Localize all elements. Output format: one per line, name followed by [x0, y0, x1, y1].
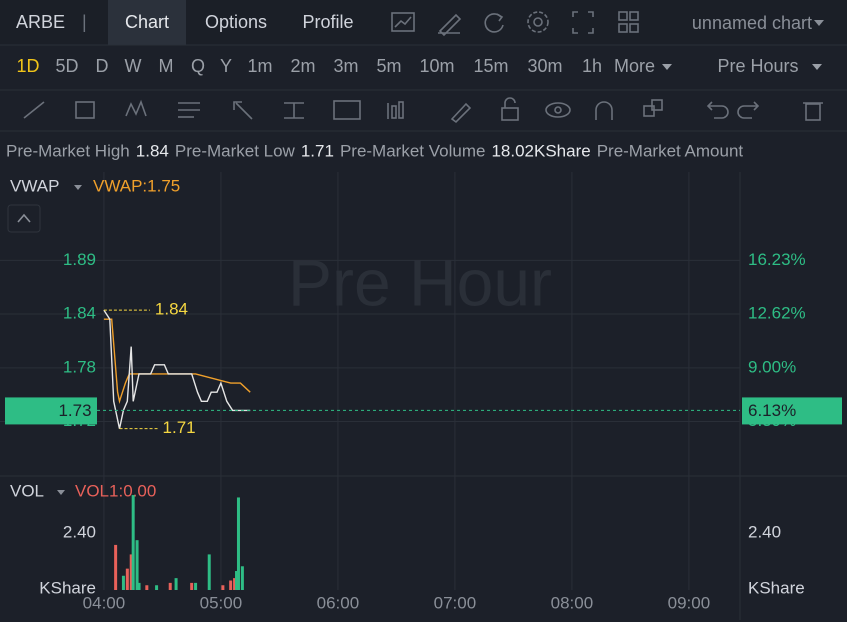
tab[interactable]: Chart	[125, 12, 169, 32]
interval[interactable]: 5D	[55, 56, 78, 76]
dropdown-arrow	[662, 64, 672, 70]
dropdown-arrow	[812, 64, 822, 70]
symbol: ARBE	[16, 12, 65, 32]
volume-bar	[135, 540, 139, 590]
unit-label: KShare	[39, 578, 96, 597]
dropdown-arrow	[57, 490, 65, 495]
volume-bar	[240, 566, 244, 590]
y-tick-label: 1.78	[63, 357, 96, 376]
watermark: Pre Hour	[288, 245, 552, 319]
tab[interactable]: Options	[205, 12, 267, 32]
separator: |	[82, 12, 87, 32]
interval[interactable]: D	[96, 56, 109, 76]
interval[interactable]: Q	[191, 56, 205, 76]
volume-bar	[194, 582, 198, 590]
last-change: 6.13%	[748, 401, 796, 420]
last-price-box	[5, 397, 97, 425]
volume-bar	[114, 544, 118, 590]
volume-bar	[155, 585, 159, 590]
x-tick-label: 06:00	[317, 593, 360, 612]
high-label: 1.84	[155, 300, 188, 319]
interval[interactable]: 1h	[582, 56, 602, 76]
interval[interactable]: Y	[220, 56, 232, 76]
drawing-tools[interactable]	[23, 97, 823, 124]
dropdown-arrow	[814, 20, 824, 26]
interval[interactable]: 30m	[527, 56, 562, 76]
stat-value: 1.71	[301, 141, 334, 160]
y-tick-label: 2.40	[63, 523, 96, 542]
interval[interactable]: W	[125, 56, 142, 76]
low-label: 1.71	[163, 418, 196, 437]
volume-bar	[229, 580, 233, 590]
interval[interactable]: 5m	[376, 56, 401, 76]
y-tick-label: 1.84	[63, 303, 96, 322]
chart-name[interactable]: unnamed chart	[692, 13, 812, 33]
volume-value: VOL1:0.00	[75, 481, 156, 500]
interval[interactable]: 15m	[473, 56, 508, 76]
y2-tick-label: 12.62%	[748, 303, 806, 322]
stat-label: Pre-Market Amount	[597, 141, 744, 160]
volume-bar	[129, 554, 133, 590]
indicator-value: VWAP:1.75	[93, 176, 180, 195]
volume-bar	[168, 582, 172, 590]
interval[interactable]: 10m	[419, 56, 454, 76]
volume-bar	[207, 554, 211, 590]
interval[interactable]: 2m	[290, 56, 315, 76]
x-tick-label: 09:00	[668, 593, 711, 612]
x-tick-label: 04:00	[83, 593, 126, 612]
stat-label: Pre-Market High	[6, 141, 130, 160]
price-line	[103, 309, 251, 429]
volume-bar	[121, 575, 125, 590]
collapse-button[interactable]	[7, 204, 41, 233]
session-select[interactable]: Pre Hours	[717, 56, 798, 76]
last-change-box	[742, 397, 842, 425]
x-tick-label: 07:00	[434, 593, 477, 612]
stat-value: 18.02KShare	[491, 141, 590, 160]
collapse-icon	[17, 213, 31, 223]
interval[interactable]: 1D	[16, 56, 39, 76]
indicator-name: VWAP	[10, 176, 59, 195]
volume-bar	[145, 585, 149, 590]
volume-bar	[131, 495, 135, 590]
volume-bar	[221, 585, 225, 590]
volume-bar	[137, 582, 141, 590]
stat-label: Pre-Market Low	[175, 141, 296, 160]
y2-tick-label: 16.23%	[748, 250, 806, 269]
volume-bar	[233, 578, 237, 590]
interval[interactable]: 1m	[247, 56, 272, 76]
volume-bar	[190, 582, 194, 590]
stat-label: Pre-Market Volume	[340, 141, 486, 160]
last-price: 1.73	[58, 401, 91, 420]
vwap-line	[103, 318, 251, 405]
interval[interactable]: M	[159, 56, 174, 76]
interval[interactable]: 3m	[333, 56, 358, 76]
x-tick-label: 08:00	[551, 593, 594, 612]
stat-value: 1.84	[136, 141, 169, 160]
x-tick-label: 05:00	[200, 593, 243, 612]
dropdown-arrow	[74, 185, 82, 190]
volume-bar	[174, 578, 178, 590]
y2-tick-label: 9.00%	[748, 357, 796, 376]
y2-tick-label: 2.40	[748, 523, 781, 542]
more-intervals[interactable]: More	[614, 56, 655, 76]
volume-bar	[236, 497, 240, 590]
y-tick-label: 1.89	[63, 250, 96, 269]
volume-bar	[235, 571, 239, 590]
toolbar-icons[interactable]	[391, 11, 639, 37]
unit-label: KShare	[748, 578, 805, 597]
volume-title: VOL	[10, 481, 44, 500]
tab[interactable]: Profile	[302, 12, 353, 32]
volume-bar	[125, 568, 129, 590]
active-tab-bg	[108, 0, 186, 45]
